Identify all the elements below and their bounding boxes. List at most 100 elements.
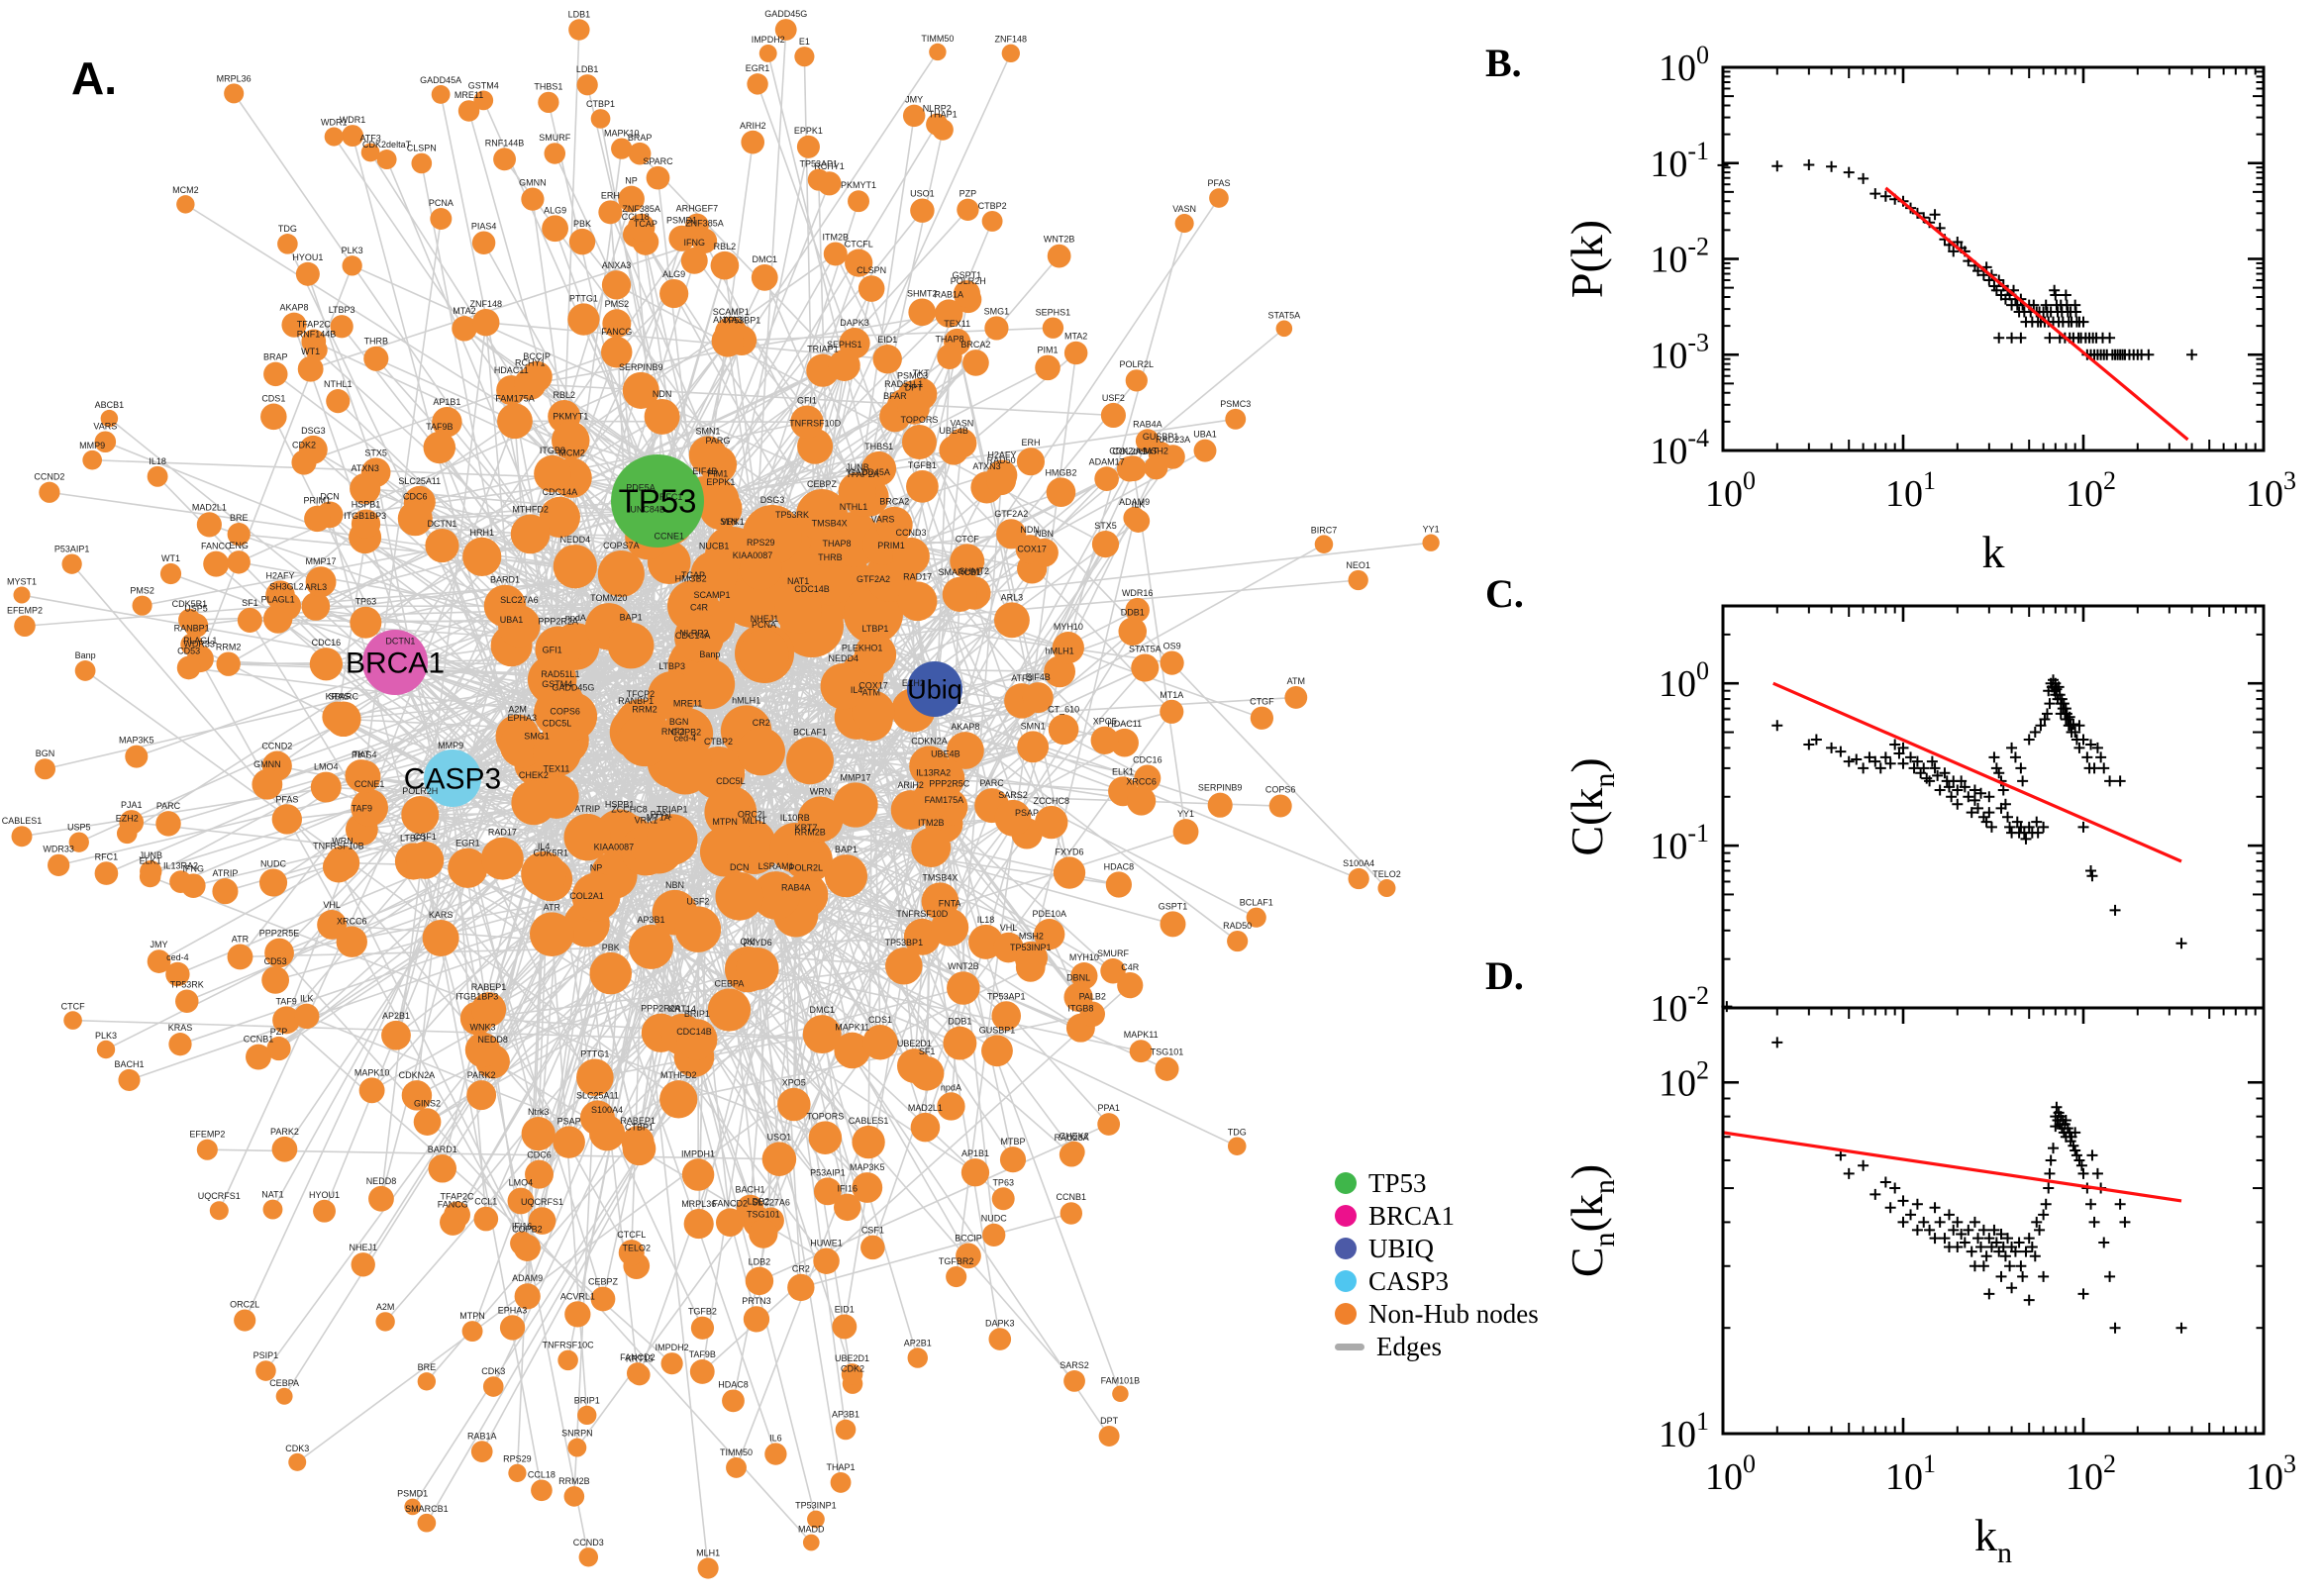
network-node-label: SEPHS1 [827,340,862,349]
network-node-label: SLC27A6 [752,1197,790,1207]
network-node [790,405,824,440]
network-node-label: CLSPN [857,265,886,275]
network-node [272,1006,301,1035]
network-node-label: AP3B1 [832,1410,859,1420]
scatter-point [1969,784,1980,796]
y-tick-label: 10-2 [1650,233,1709,281]
network-node-label: LDB1 [568,9,591,19]
network-node-label: VARS [871,515,895,525]
network-node-label: SMARCB1 [939,567,982,577]
network-node-label: EZH2 [902,678,925,688]
network-node [911,827,952,868]
hub-label-ubiq: Ubiq [907,674,962,704]
network-node-label: CDK5R1 [534,848,569,857]
network-node [1129,1040,1153,1063]
y-tick-label: 10-1 [1650,137,1709,185]
network-node-label: Ntrk3 [528,1107,550,1117]
scatter-point [1983,1233,1995,1245]
network-node-label: BCLAF1 [793,727,827,737]
network-node [1193,439,1217,462]
network-node-label: RNF2 [661,727,685,737]
network-node-label: TP53RK [775,510,809,520]
network-node-label: TP53AP1 [800,159,839,169]
network-node [482,1376,504,1397]
network-node [563,1486,585,1507]
network-node-label: IL4 [538,842,551,851]
network-node-label: MRPL36 [681,1199,716,1209]
network-node-label: HDAC8 [1104,861,1135,871]
network-node [681,1158,715,1191]
network-node-label: JUNB [846,462,869,472]
network-node [991,1001,1022,1031]
network-node-label: PTTG1 [569,293,598,303]
network-node [266,1036,291,1061]
network-node-label: TEX11 [944,319,970,329]
network-node-label: NLRP2 [679,628,708,638]
network-node-label: LSRAM1 [758,861,794,871]
scatter-point [1911,755,1923,767]
network-node-label: PMS2 [605,299,630,309]
network-node [203,550,230,577]
hub-node-tp53 [611,454,704,548]
network-node [913,777,954,818]
network-node-label: TFAP2C [297,320,332,330]
network-node [264,938,294,968]
network-node [1125,369,1148,392]
network-node-label: BACH1 [736,1185,765,1195]
network-node [397,501,433,537]
network-node [534,454,571,493]
network-node-label: THAP1 [929,109,958,119]
network-node [417,1372,437,1391]
network-node-label: DCN [730,862,750,872]
casp3-dot-icon [1335,1270,1357,1292]
network-node [265,580,295,611]
network-node-label: hMLH1 [1046,646,1074,655]
network-node-label: MTA2 [1064,332,1087,342]
network-node [597,550,645,598]
network-edge [264,1060,494,1372]
network-node-label: FNTA [939,899,961,909]
network-node [521,187,545,211]
network-node [557,1349,578,1371]
network-node [513,1234,541,1261]
network-node-label: CDK2 [292,440,316,449]
network-node [466,1080,497,1111]
network-node-label: COPS6 [550,707,580,717]
network-node-label: HMGB2 [1045,467,1076,477]
network-node-label: BARD1 [428,1145,457,1154]
network-node-label: RFC1 [659,492,683,502]
network-edge [959,593,1106,742]
network-node-label: HRH1 [469,528,494,538]
network-edge [285,441,921,607]
network-node [1052,632,1084,664]
network-node [288,1452,307,1471]
network-node-label: ORC2L [738,810,767,820]
network-node-label: PLAGL1 [261,594,295,604]
network-node-label: RNF144B [485,138,525,148]
network-node-label: MTPN [712,817,738,827]
network-node [796,135,820,158]
network-node [401,1080,433,1111]
network-node-label: TIMM50 [720,1447,753,1457]
network-node-label: COPB2 [671,727,702,737]
scatter-point [2104,332,2116,344]
network-node [741,130,765,154]
network-node-label: PIAS4 [471,222,497,232]
network-node [852,690,895,734]
network-node-label: USF2 [686,896,709,906]
network-node-label: LTBP3 [658,661,685,671]
y-tick-label: 10-1 [1650,819,1709,867]
network-edge [913,926,951,1067]
network-node [647,814,698,865]
scatter-point [2143,349,2155,360]
scatter-point [1926,755,1938,767]
network-node-label: THBS1 [534,82,562,92]
y-axis-title: C(kn) [1562,757,1621,855]
network-node [892,537,930,575]
network-edge [293,324,454,779]
network-node [947,428,977,458]
network-edge [551,237,683,681]
network-node-label: ZCCHC8 [1034,796,1070,806]
network-node [1225,408,1247,430]
network-node-label: RAD23A [1156,435,1190,445]
